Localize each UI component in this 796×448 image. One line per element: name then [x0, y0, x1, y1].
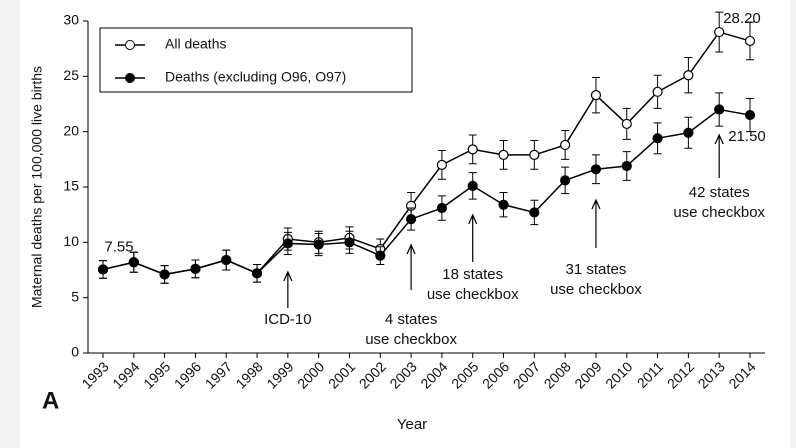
annotation-text: ICD-10 — [264, 311, 312, 328]
legend-label: All deaths — [165, 36, 226, 52]
marker — [621, 118, 632, 130]
marker — [529, 149, 540, 161]
annotation-text: use checkbox — [673, 204, 765, 221]
marker — [344, 237, 355, 248]
annotation-text: 42 states — [689, 184, 750, 201]
marker — [128, 257, 139, 268]
marker — [159, 269, 170, 280]
marker — [683, 127, 694, 138]
annotation-text: use checkbox — [365, 331, 457, 348]
marker — [714, 26, 725, 38]
marker — [282, 238, 293, 249]
y-tick-label: 10 — [63, 233, 79, 249]
legend — [99, 27, 413, 93]
annotation-arrow — [283, 270, 293, 308]
y-tick-label: 30 — [63, 12, 79, 28]
marker — [560, 175, 571, 186]
marker — [190, 263, 201, 274]
y-tick-label: 20 — [63, 122, 79, 138]
marker — [590, 164, 602, 175]
marker — [405, 213, 417, 225]
legend-label: Deaths (excluding O96, O97) — [165, 69, 346, 85]
panel-label: A — [42, 387, 59, 414]
annotation-arrow — [406, 243, 416, 290]
marker — [529, 207, 540, 218]
marker — [467, 144, 478, 155]
marker — [498, 149, 509, 161]
marker — [221, 254, 232, 266]
marker — [97, 264, 109, 275]
x-axis-label: Year — [397, 416, 427, 433]
annotation-arrow — [468, 213, 478, 262]
marker — [744, 109, 756, 121]
value-label: 21.50 — [728, 128, 766, 145]
y-tick-label: 15 — [63, 178, 79, 194]
annotation-text: 31 states — [566, 261, 627, 278]
y-tick-label: 5 — [71, 288, 79, 304]
annotation-text: use checkbox — [550, 281, 642, 298]
marker — [467, 180, 478, 191]
marker — [683, 70, 694, 81]
marker — [313, 239, 324, 250]
marker — [436, 159, 448, 170]
marker — [560, 139, 571, 151]
y-axis-label: Maternal deaths per 100,000 live births — [29, 66, 45, 308]
marker — [251, 268, 263, 279]
marker — [652, 133, 663, 144]
marker — [375, 250, 386, 261]
marker — [621, 160, 632, 172]
annotation-arrow — [591, 198, 601, 248]
marker — [714, 104, 725, 115]
marker — [652, 86, 663, 97]
marker — [590, 90, 602, 101]
value-label: 7.55 — [104, 238, 133, 255]
y-tick-label: 25 — [63, 67, 79, 83]
y-tick-label: 0 — [71, 344, 79, 360]
annotation-text: 4 states — [385, 311, 438, 328]
annotation-text: use checkbox — [427, 286, 519, 303]
marker — [436, 202, 448, 214]
legend-marker — [125, 40, 135, 50]
marker — [498, 199, 509, 210]
series-line — [102, 108, 751, 276]
legend-marker — [125, 73, 135, 83]
annotation-text: 18 states — [442, 266, 503, 283]
annotation-arrow — [714, 133, 724, 178]
value-label: 28.20 — [723, 10, 761, 27]
marker — [744, 35, 756, 47]
